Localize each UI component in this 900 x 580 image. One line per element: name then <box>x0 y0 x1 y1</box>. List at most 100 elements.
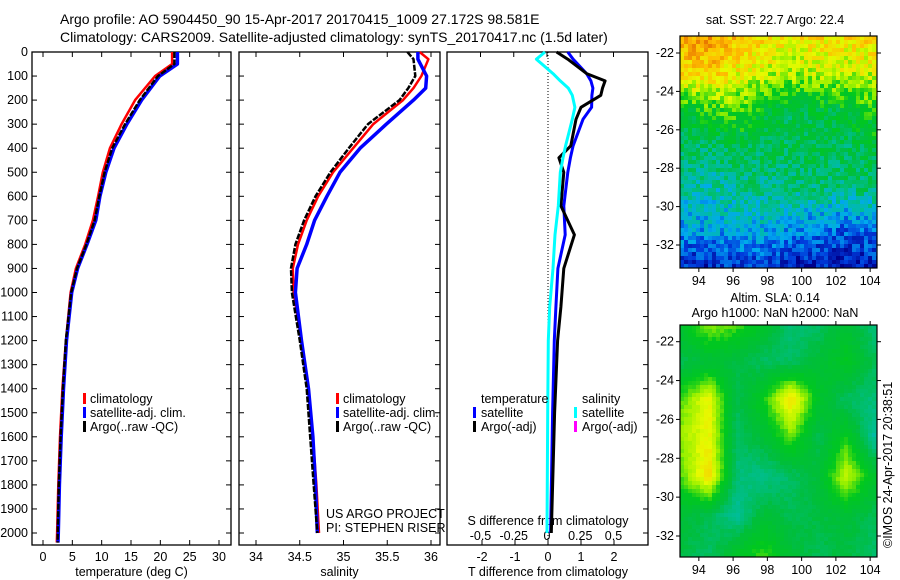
heatmap-cell <box>764 40 769 45</box>
heatmap-cell <box>780 260 785 265</box>
heatmap-cell <box>828 64 833 69</box>
heatmap-cell <box>724 172 729 177</box>
heatmap-cell <box>812 401 817 406</box>
heatmap-cell <box>820 228 825 233</box>
heatmap-cell <box>720 425 725 430</box>
heatmap-cell <box>684 429 689 434</box>
heatmap-cell <box>844 353 849 358</box>
x-axis-label: salinity <box>320 565 359 579</box>
heatmap-cell <box>716 465 721 470</box>
heatmap-cell <box>824 200 829 205</box>
heatmap-cell <box>680 224 685 229</box>
heatmap-cell <box>848 365 853 370</box>
heatmap-cell <box>864 152 869 157</box>
heatmap-cell <box>772 148 777 153</box>
heatmap-cell <box>796 116 801 121</box>
heatmap-cell <box>852 252 857 257</box>
heatmap-cell <box>712 232 717 237</box>
heatmap-cell <box>848 329 853 334</box>
heatmap-cell <box>816 200 821 205</box>
heatmap-cell <box>852 369 857 374</box>
heatmap-cell <box>740 88 745 93</box>
heatmap-cell <box>812 256 817 261</box>
heatmap-cell <box>764 216 769 221</box>
heatmap-cell <box>740 140 745 145</box>
heatmap-cell <box>816 44 821 49</box>
heatmap-cell <box>836 216 841 221</box>
heatmap-cell <box>708 232 713 237</box>
heatmap-cell <box>860 124 865 129</box>
heatmap-cell <box>812 204 817 209</box>
heatmap-cell <box>820 425 825 430</box>
heatmap-cell <box>792 453 797 458</box>
heatmap-cell <box>728 405 733 410</box>
heatmap-cell <box>692 228 697 233</box>
heatmap-cell <box>700 168 705 173</box>
heatmap-cell <box>820 180 825 185</box>
heatmap-cell <box>692 208 697 213</box>
heatmap-cell <box>820 236 825 241</box>
heatmap-cell <box>752 381 757 386</box>
heatmap-cell <box>848 76 853 81</box>
heatmap-cell <box>724 369 729 374</box>
heatmap-cell <box>744 64 749 69</box>
heatmap-cell <box>740 212 745 217</box>
heatmap-cell <box>776 68 781 73</box>
heatmap-cell <box>760 389 765 394</box>
heatmap-cell <box>816 341 821 346</box>
heatmap-cell <box>788 345 793 350</box>
heatmap-cell <box>708 160 713 165</box>
heatmap-cell <box>776 144 781 149</box>
lat-tick-label: -24 <box>656 84 674 98</box>
heatmap-cell <box>796 40 801 45</box>
heatmap-cell <box>696 421 701 426</box>
heatmap-cell <box>824 84 829 89</box>
heatmap-cell <box>740 104 745 109</box>
heatmap-cell <box>864 361 869 366</box>
heatmap-cell <box>712 44 717 49</box>
series-satellite-adj-clim- <box>293 52 429 534</box>
heatmap-cell <box>796 60 801 65</box>
heatmap-cell <box>696 132 701 137</box>
heatmap-cell <box>696 64 701 69</box>
heatmap-cell <box>788 136 793 141</box>
heatmap-cell <box>680 457 685 462</box>
heatmap-cell <box>708 72 713 77</box>
heatmap-cell <box>680 192 685 197</box>
heatmap-cell <box>856 176 861 181</box>
heatmap-cell <box>792 232 797 237</box>
heatmap-cell <box>844 429 849 434</box>
heatmap-cell <box>736 397 741 402</box>
plot-frame <box>238 51 441 546</box>
heatmap-cell <box>760 381 765 386</box>
heatmap-cell <box>780 437 785 442</box>
heatmap-cell <box>836 373 841 378</box>
heatmap-cell <box>812 377 817 382</box>
heatmap-cell <box>736 461 741 466</box>
heatmap-cell <box>712 180 717 185</box>
heatmap-cell <box>828 52 833 57</box>
heatmap-cell <box>692 457 697 462</box>
heatmap-cell <box>708 345 713 350</box>
heatmap-cell <box>824 449 829 454</box>
heatmap-cell <box>812 84 817 89</box>
heatmap-cell <box>804 164 809 169</box>
heatmap-cell <box>828 248 833 253</box>
heatmap-cell <box>828 144 833 149</box>
heatmap-cell <box>724 44 729 49</box>
heatmap-cell <box>788 236 793 241</box>
heatmap-cell <box>860 220 865 225</box>
heatmap-cell <box>784 112 789 117</box>
heatmap-cell <box>744 244 749 249</box>
heatmap-cell <box>784 381 789 386</box>
heatmap-cell <box>800 409 805 414</box>
heatmap-cell <box>764 96 769 101</box>
heatmap-cell <box>768 148 773 153</box>
heatmap-cell <box>844 385 849 390</box>
heatmap-cell <box>736 56 741 61</box>
heatmap-cell <box>680 176 685 181</box>
heatmap-cell <box>772 397 777 402</box>
heatmap-cell <box>832 445 837 450</box>
heatmap-cell <box>800 128 805 133</box>
heatmap-cell <box>756 409 761 414</box>
